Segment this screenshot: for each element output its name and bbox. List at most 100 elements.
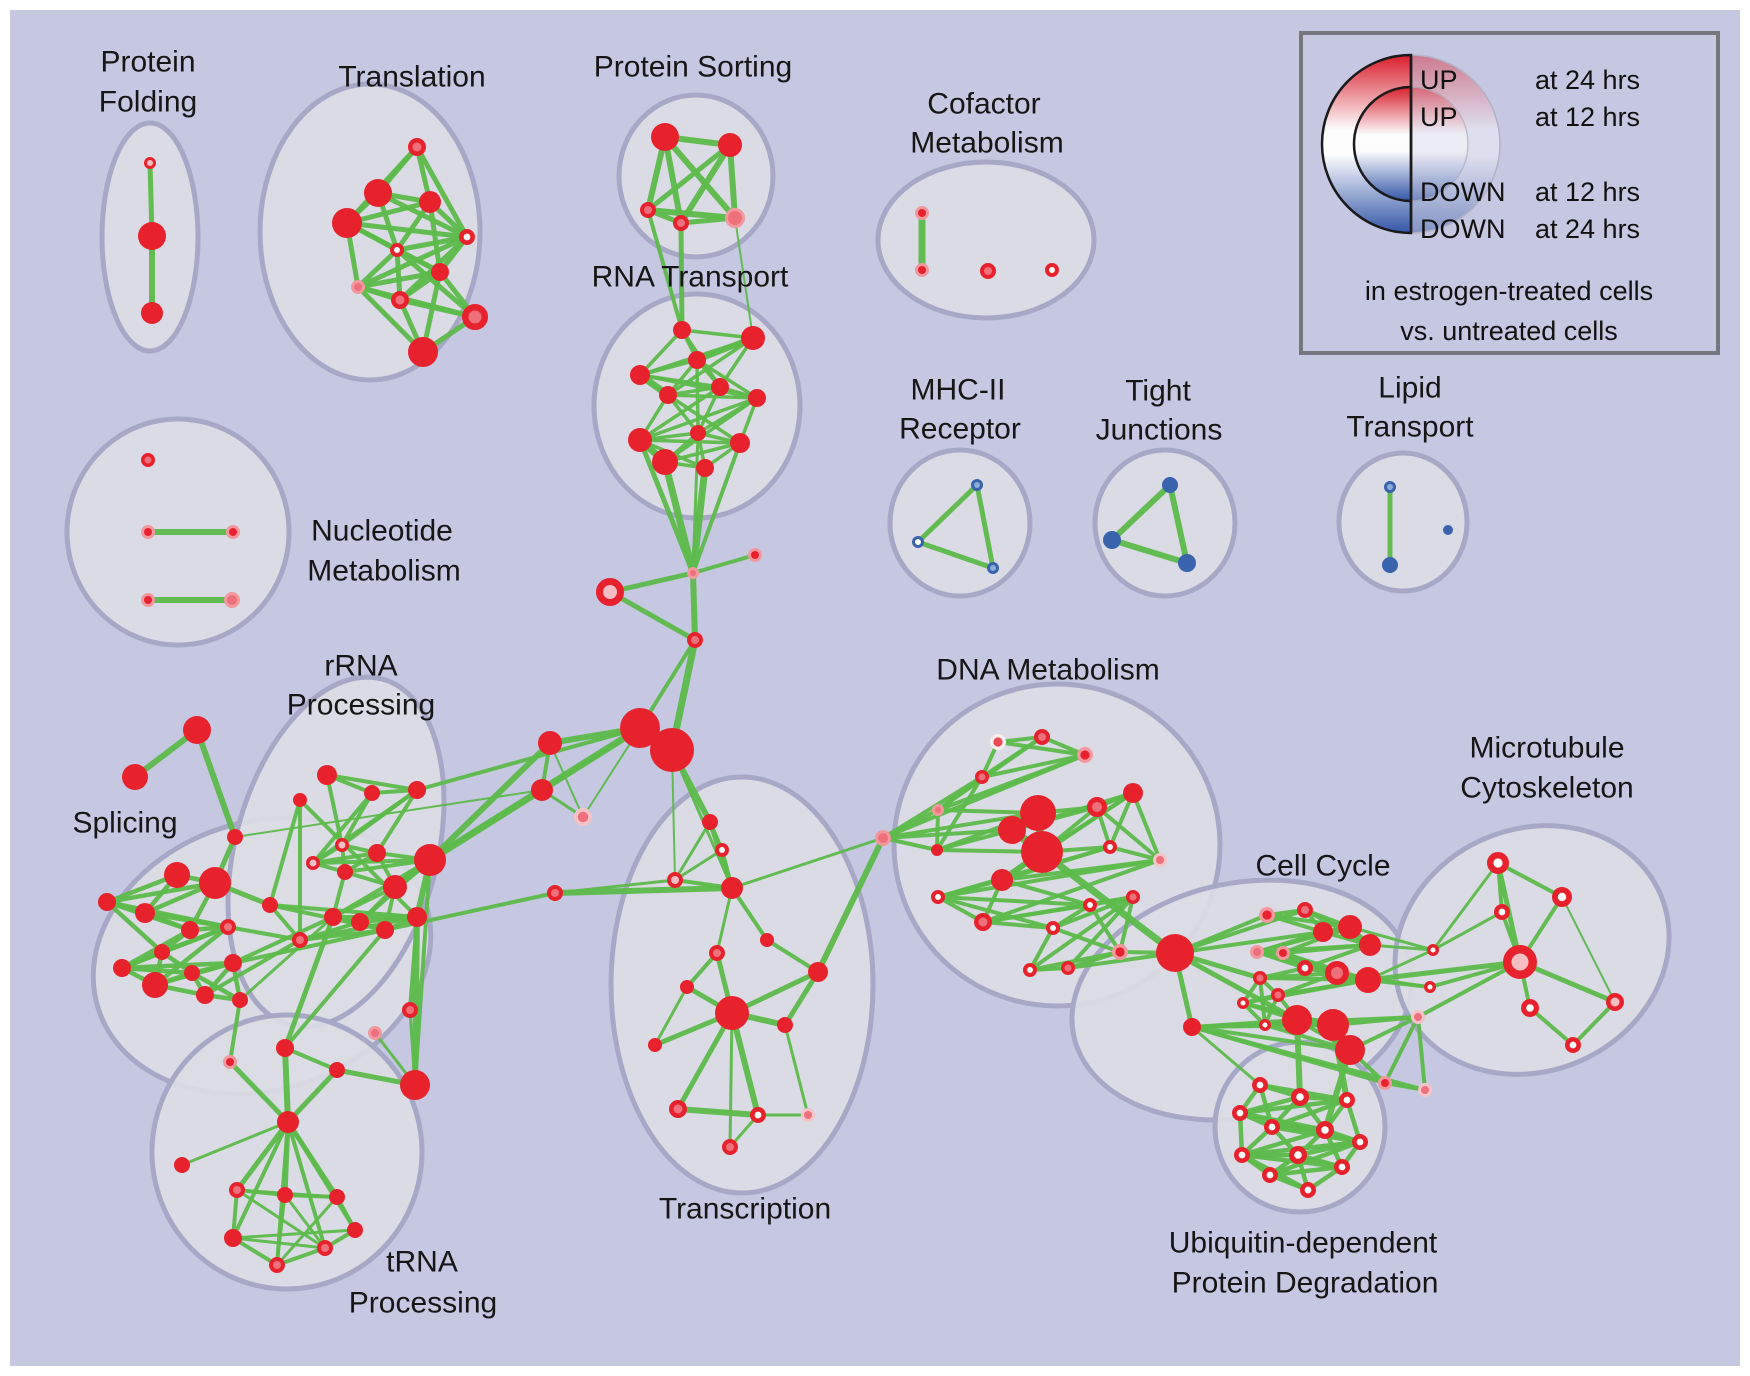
cluster-label-tj: Junctions <box>1096 414 1223 447</box>
edge <box>666 393 742 445</box>
edge <box>690 570 698 643</box>
node-lt-1 <box>1382 557 1398 573</box>
node-spl-8 <box>142 972 168 998</box>
node-cc-4 <box>1338 915 1362 939</box>
node-mt-4 <box>1606 993 1624 1011</box>
edge <box>915 482 980 545</box>
node-dna-12 <box>1103 840 1118 855</box>
edge <box>1131 791 1162 862</box>
node-rrna-0 <box>317 765 337 785</box>
legend-inner-circle-right-half <box>1410 86 1469 202</box>
node-cc-19 <box>1411 1010 1425 1024</box>
edge <box>881 836 939 852</box>
node-rna-8 <box>628 428 652 452</box>
node-dna-22 <box>1061 961 1075 975</box>
node-ub-7 <box>1233 1146 1250 1163</box>
cluster-label-mt: Cytoskeleton <box>1460 772 1633 805</box>
edge <box>275 1246 327 1267</box>
node-rrna-12 <box>407 907 427 927</box>
edge <box>607 589 698 643</box>
edge <box>1095 805 1162 862</box>
cluster-label-tx: Transcription <box>659 1193 831 1226</box>
edge <box>666 393 759 400</box>
node-cf-0 <box>915 206 929 220</box>
cluster-label-nm: Metabolism <box>307 555 460 588</box>
edge <box>552 885 735 896</box>
edge <box>734 217 754 339</box>
edge <box>670 748 734 890</box>
node-cc-13 <box>1236 996 1249 1009</box>
edge <box>375 788 419 855</box>
edge <box>695 358 700 435</box>
node-lt-2 <box>1443 525 1453 535</box>
edge <box>413 858 432 1087</box>
cluster-label-trna: Processing <box>349 1287 497 1320</box>
edge <box>1237 1110 1363 1145</box>
node-trna-7 <box>269 1257 285 1273</box>
node-tx-6 <box>680 980 694 994</box>
node-rrna-6 <box>337 864 353 880</box>
edge <box>1383 1015 1420 1085</box>
node-tr-6 <box>431 263 449 281</box>
edge <box>783 1023 810 1117</box>
node-rrna-7 <box>414 844 446 876</box>
node-spl-0 <box>164 862 190 888</box>
edge <box>728 1011 734 1149</box>
node-trna-4 <box>329 1189 345 1205</box>
edge <box>936 895 1092 907</box>
cluster-label-tr: Translation <box>338 61 485 94</box>
edge <box>980 753 1087 779</box>
node-free-16 <box>368 1026 382 1040</box>
node-tr-4 <box>459 229 476 246</box>
node-free-1 <box>122 764 148 790</box>
edge <box>666 336 755 397</box>
node-ub-5 <box>1315 1120 1334 1139</box>
node-tx-9 <box>777 1017 793 1033</box>
edge <box>662 134 684 226</box>
node-nm-4 <box>224 592 240 608</box>
node-tx-11 <box>750 1106 767 1123</box>
edge <box>1028 926 1055 972</box>
legend-row-down24-label: DOWN <box>1420 214 1505 244</box>
edge <box>549 742 584 818</box>
edge <box>1000 878 1092 907</box>
node-spl-1 <box>199 867 231 899</box>
edge <box>1365 959 1523 983</box>
edge <box>427 787 545 863</box>
node-dna-14 <box>991 869 1013 891</box>
node-rrna-1 <box>364 785 380 801</box>
node-free-17 <box>402 1002 418 1018</box>
node-cc-15 <box>1282 1005 1312 1035</box>
node-cc-20 <box>1378 1076 1392 1090</box>
node-tj-1 <box>1103 531 1121 549</box>
edge <box>1561 896 1616 1003</box>
node-tj-0 <box>1162 477 1178 493</box>
node-cc-14 <box>1258 1018 1271 1031</box>
node-spl-5 <box>220 919 236 935</box>
node-rna-1 <box>741 326 765 350</box>
node-free-6 <box>531 779 553 801</box>
edge <box>1167 482 1190 566</box>
node-cc-18 <box>1183 1018 1201 1036</box>
node-rna-9 <box>730 433 750 453</box>
edge <box>782 969 821 1028</box>
node-rrna-3 <box>335 838 349 852</box>
edge <box>645 142 733 213</box>
legend-inner-circle-left-half <box>1352 85 1413 203</box>
node-mhc-1 <box>912 536 924 548</box>
node-tx-13 <box>722 1139 738 1155</box>
node-free-2 <box>227 829 243 845</box>
legend-row-up12-label: UP <box>1420 102 1458 132</box>
node-tx-10 <box>669 1100 687 1118</box>
node-cc-11 <box>1253 971 1267 985</box>
edge <box>645 207 738 221</box>
cluster-label-rrna: rRNA <box>324 650 397 683</box>
node-free-20 <box>1423 980 1436 993</box>
node-dna-18 <box>1046 921 1061 936</box>
edge <box>996 740 1087 757</box>
node-dna-0 <box>989 733 1006 750</box>
cluster-label-pf: Folding <box>99 86 197 119</box>
node-cc-12 <box>1271 988 1285 1002</box>
node-cc-0 <box>1156 934 1194 972</box>
node-spl-7 <box>113 959 131 977</box>
